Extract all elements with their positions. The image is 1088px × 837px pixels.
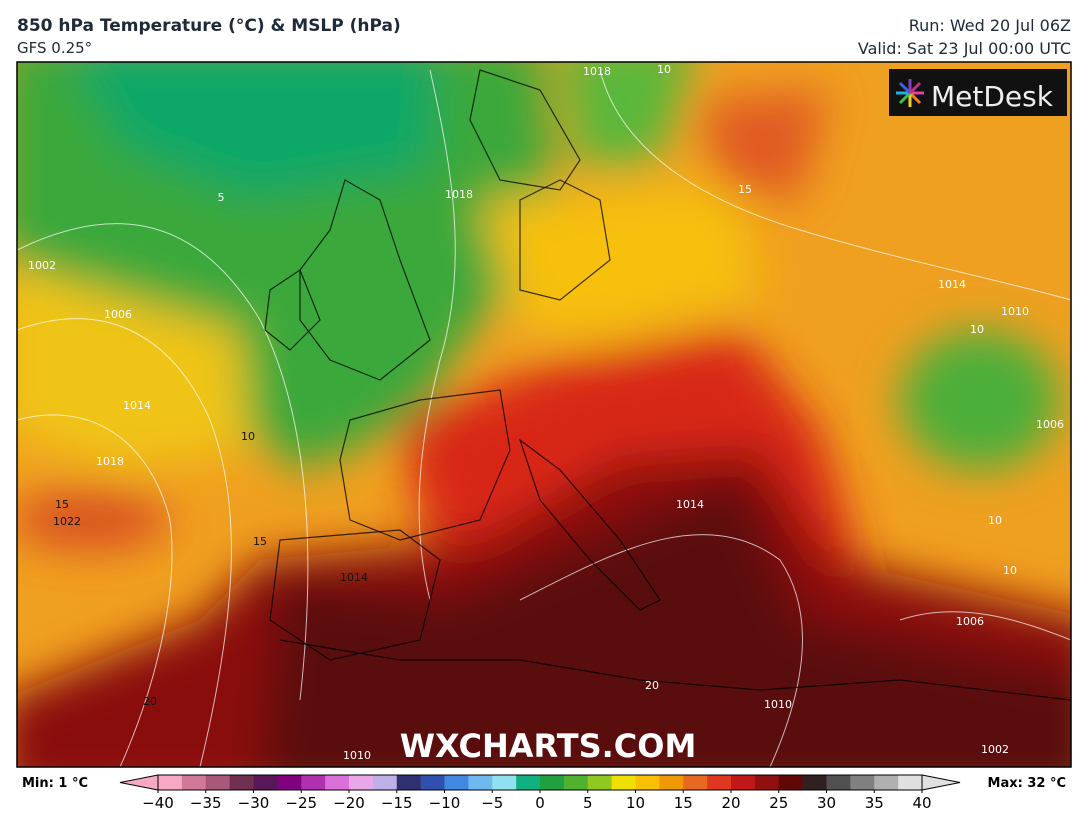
max-label: Max: 32 °C [988,776,1066,791]
isoline-label: 1010 [764,698,792,711]
color-step [229,775,254,790]
isoline-label: 1006 [1036,418,1064,431]
color-step [874,775,899,790]
color-step [325,775,350,790]
subtitle: GFS 0.25° [17,39,92,57]
isoline-label: 15 [738,183,752,196]
isoline-label: 10 [1003,564,1017,577]
color-step [635,775,660,790]
color-step [301,775,326,790]
colorbar-tick-label: 40 [912,794,931,812]
map-frame [16,61,1072,768]
isoline-label: 1002 [981,743,1009,756]
color-step [778,775,804,790]
colorbar-tick-label: 25 [769,794,788,812]
colorbar-tick-label: 15 [674,794,693,812]
colorbar-arrow-right [921,774,961,791]
isoline-label: 20 [143,695,157,708]
color-step [563,775,589,790]
isoline-label: 1018 [583,65,611,78]
colorbar-tick-label: −30 [238,794,270,812]
color-step [826,775,851,790]
isoline-label: 1022 [53,515,81,528]
color-step [396,775,422,790]
min-label: Min: 1 °C [22,776,88,791]
color-step [516,775,541,790]
isoline-label: 1014 [938,278,966,291]
color-step [158,775,183,790]
isoline-label: 10 [657,63,671,76]
isoline-label: 1002 [28,259,56,272]
colorbar-tick-label: −35 [190,794,222,812]
logo-text: MetDesk [931,80,1054,113]
color-step [587,775,613,790]
colorbar-tick-label: 30 [817,794,836,812]
color-step [683,775,708,790]
isoline-label: 10 [970,323,984,336]
isoline-label: 1014 [340,571,368,584]
isoline-label: 1018 [96,455,124,468]
watermark: WXCHARTS.COM [400,727,697,765]
color-step [253,775,278,790]
isoline-label: 1014 [676,498,704,511]
isoline-label: 1006 [956,615,984,628]
color-step [492,775,517,790]
colorbar-arrow-left [119,774,159,791]
colorbar-tick-label: 10 [626,794,645,812]
title: 850 hPa Temperature (°C) & MSLP (hPa) [17,16,401,36]
colorbar-tick-label: −25 [285,794,317,812]
color-step [731,775,756,790]
map: MetDesk WXCHARTS.COM 5 1002 1006 1014 1018 10… [17,62,1071,767]
color-step [181,775,207,790]
color-step [659,775,684,790]
isoline-label: 1014 [123,399,151,412]
color-step [850,775,875,790]
isoline-label: 15 [55,498,69,511]
colorbar-tick-label: −5 [481,794,503,812]
color-step [611,775,636,790]
run-time: Run: Wed 20 Jul 06Z [909,16,1071,35]
color-step [802,775,827,790]
colorbar-tick-label: −20 [333,794,365,812]
isoline-label: 1010 [1001,305,1029,318]
color-step [205,775,231,790]
color-step [707,775,732,790]
color-step [349,775,374,790]
colorbar-tick-label: −15 [381,794,413,812]
color-step [372,775,398,790]
isoline-label: 15 [253,535,267,548]
colorbar-tick-label: 20 [721,794,740,812]
logo-icon [896,79,924,107]
color-step [754,775,780,790]
isoline-label: 10 [988,514,1002,527]
colorbar-tick-label: −40 [142,794,174,812]
color-step [468,775,493,790]
isoline-label: 5 [218,191,225,204]
color-step [444,775,469,790]
color-step [420,775,445,790]
isoline-label: 10 [241,430,255,443]
color-step [540,775,565,790]
isoline-label: 1010 [343,749,371,762]
color-step [277,775,302,790]
colorbar-tick-label: 0 [535,794,545,812]
isoline-label: 1006 [104,308,132,321]
isoline-label: 20 [645,679,659,692]
colorbar-tick-label: −10 [429,794,461,812]
valid-time: Valid: Sat 23 Jul 00:00 UTC [858,39,1071,58]
colorbar-tick-label: 35 [865,794,884,812]
isoline-label: 1018 [445,188,473,201]
colorbar-tick-label: 5 [583,794,593,812]
color-step [898,775,923,790]
